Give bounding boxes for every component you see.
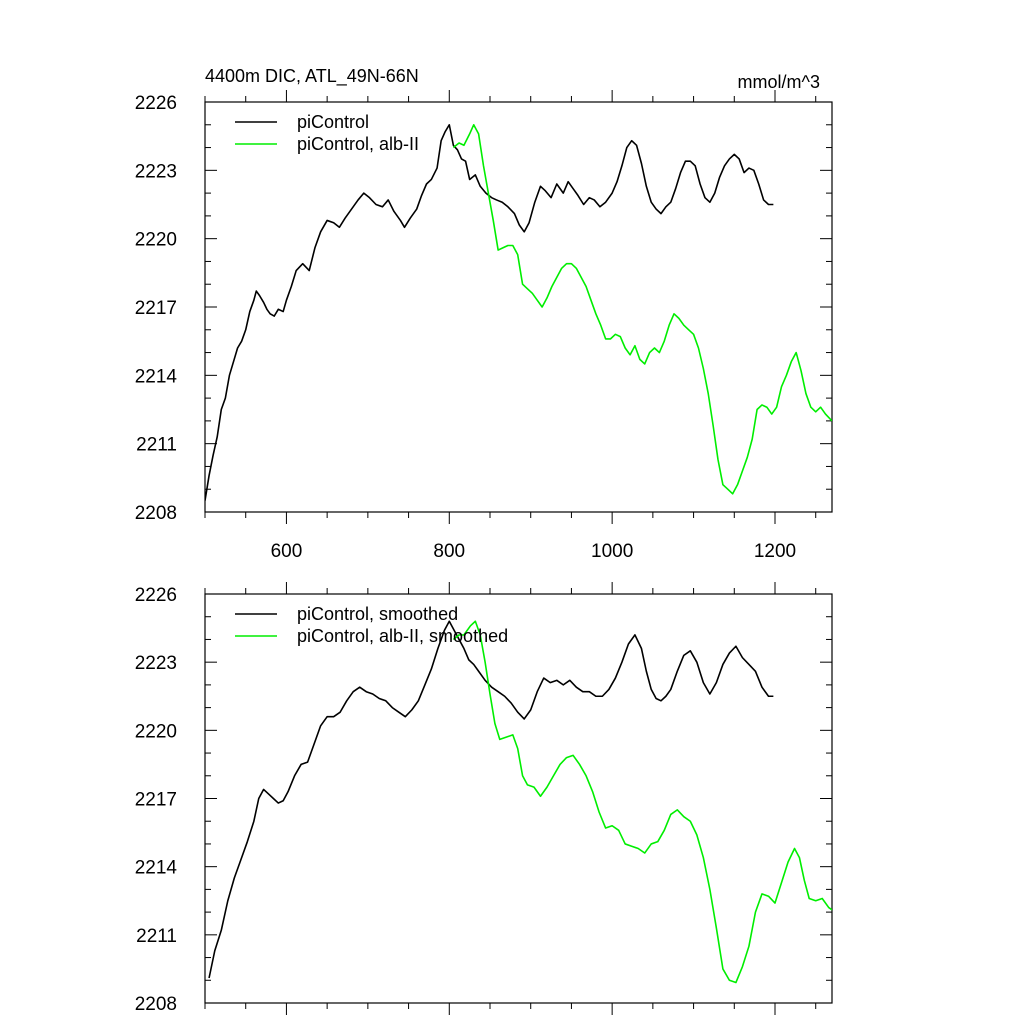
legend-label: piControl	[297, 112, 369, 132]
y-tick-label: 2211	[136, 435, 177, 456]
series-line-0	[208, 620, 774, 979]
x-tick-label: 600	[271, 541, 303, 562]
y-tick-label: 2217	[135, 298, 177, 319]
legend-label: piControl, smoothed	[297, 604, 458, 624]
y-tick-label: 2223	[135, 653, 177, 674]
y-tick-label: 2220	[135, 721, 177, 742]
plot-frame	[204, 593, 833, 1004]
chart-title: 4400m DIC, ATL_49N-66N	[205, 66, 419, 87]
legend-label: piControl, alb-II	[297, 134, 419, 154]
y-tick-label: 2223	[135, 161, 177, 182]
units-label: mmol/m^3	[738, 72, 820, 92]
y-tick-label: 2226	[135, 585, 177, 606]
y-tick-label: 2217	[135, 790, 177, 811]
series-line-0	[205, 123, 774, 501]
x-tick-label: 800	[433, 541, 465, 562]
plot-frame	[204, 101, 833, 513]
chart-panel-top: 2208 2211 2214 2217 2220 2223 2226 600 800 1000 12…	[135, 66, 833, 562]
y-tick-label: 2214	[135, 858, 178, 879]
y-tick-label: 2211	[136, 926, 177, 947]
y-tick-label: 2226	[135, 93, 177, 114]
series-line-1	[452, 123, 832, 495]
y-tick-label: 2208	[135, 503, 177, 524]
y-tick-label: 2208	[135, 994, 177, 1015]
x-tick-label: 1000	[591, 541, 633, 562]
chart-panel-bottom: 2208 2211 2214 2217 2220 2223 2226 piControl, s…	[135, 582, 833, 1015]
series-line-1	[452, 620, 832, 984]
y-tick-label: 2214	[135, 366, 178, 387]
x-tick-label: 1200	[754, 541, 796, 562]
legend-label: piControl, alb-II, smoothed	[297, 626, 508, 646]
y-tick-label: 2220	[135, 230, 177, 251]
